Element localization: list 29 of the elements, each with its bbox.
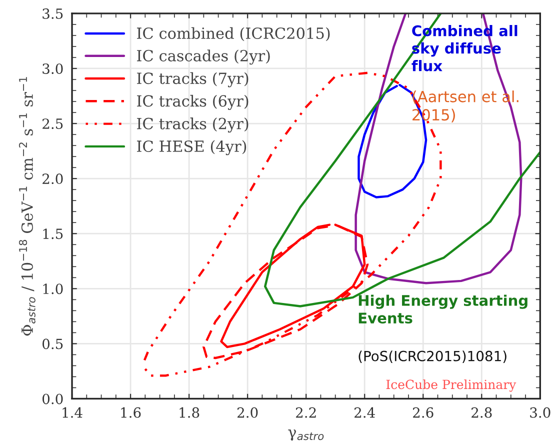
x-axis-title: γ$_{astro}$ bbox=[288, 430, 324, 441]
legend-label: IC cascades (2yr) bbox=[137, 50, 270, 65]
x-tick-label: 1.4 bbox=[62, 407, 82, 418]
line-series bbox=[354, 13, 522, 284]
legend-label: IC combined (ICRC2015) bbox=[137, 27, 330, 42]
legend-label: IC tracks (2yr) bbox=[137, 118, 248, 133]
x-tick-label: 2.2 bbox=[296, 407, 316, 418]
legend-label: IC HESE (4yr) bbox=[137, 140, 246, 156]
y-tick-label: 1.0 bbox=[43, 284, 63, 294]
text: Φ$_{astro}$ / 10$^{−18}$ GeV$^{−1}$ cm$^{−2}$ s$^{−1}$ sr$^{−1}$ bbox=[18, 77, 36, 336]
annotation: IceCube Preliminary bbox=[386, 379, 516, 392]
x-tick-label: 2.0 bbox=[237, 407, 258, 418]
y-tick-label: 1.5 bbox=[43, 228, 63, 240]
annotation: (PoS(ICRC2015)1081) bbox=[358, 350, 506, 363]
x-tick-label: 2.6 bbox=[413, 407, 434, 418]
y-tick-label: 3.0 bbox=[42, 63, 63, 74]
legend-label: IC tracks (6yr) bbox=[137, 94, 248, 110]
legend-label: IC tracks (7yr) bbox=[137, 72, 248, 88]
x-tick-label: 1.6 bbox=[121, 407, 141, 418]
annotation: High Energy starting Events bbox=[358, 294, 528, 324]
y-tick-label: 3.5 bbox=[42, 8, 63, 19]
x-tick-label: 2.8 bbox=[472, 407, 492, 418]
y-tick-label: 0.0 bbox=[42, 394, 63, 404]
x-tick-label: 1.8 bbox=[180, 407, 200, 418]
y-tick-label: 2.5 bbox=[42, 118, 63, 129]
x-tick-label: 3.0 bbox=[530, 407, 550, 418]
x-tick-label: 2.4 bbox=[354, 407, 375, 418]
y-tick-label: 2.0 bbox=[42, 174, 63, 184]
y-tick-label: 0.5 bbox=[42, 338, 63, 350]
